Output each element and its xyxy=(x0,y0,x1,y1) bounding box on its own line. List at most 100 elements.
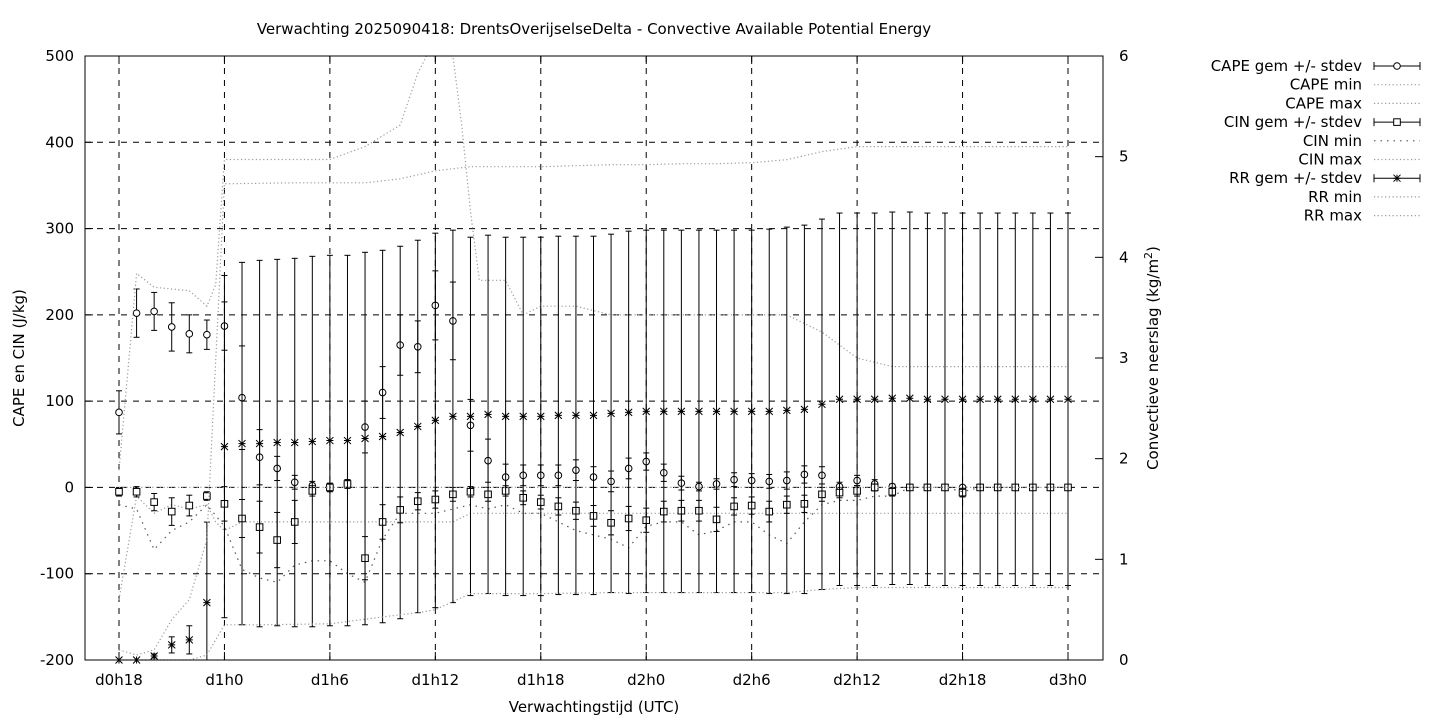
x-tick-label: d2h0 xyxy=(627,671,665,689)
y-tick-label: -100 xyxy=(40,565,74,583)
data-point xyxy=(1046,395,1055,404)
y-tick-label: 400 xyxy=(45,133,74,151)
data-point xyxy=(782,406,791,415)
data-point xyxy=(185,330,194,338)
data-point xyxy=(554,411,563,420)
data-point xyxy=(150,498,158,506)
y2-tick-label: 2 xyxy=(1119,450,1129,468)
x-axis-label: Verwachtingstijd (UTC) xyxy=(509,698,680,716)
legend-label: CIN gem +/- stdev xyxy=(1224,113,1362,131)
data-point xyxy=(238,439,246,448)
x-tick-label: d1h0 xyxy=(205,671,243,689)
data-point xyxy=(466,412,475,421)
data-point xyxy=(501,412,510,421)
data-point xyxy=(1028,395,1037,404)
y2-tick-label: 6 xyxy=(1119,47,1129,65)
legend-item-cape-gem-stdev: CAPE gem +/- stdev xyxy=(1211,57,1421,75)
legend-label: CIN max xyxy=(1298,151,1362,169)
data-point xyxy=(905,394,914,403)
y-tick-label: 200 xyxy=(45,306,74,324)
data-point xyxy=(150,307,158,316)
data-point xyxy=(958,395,967,404)
legend-label: CAPE gem +/- stdev xyxy=(1211,57,1362,75)
data-point xyxy=(835,395,844,404)
legend-item-cin-max: CIN max xyxy=(1298,151,1420,169)
legend-marker xyxy=(1393,174,1401,183)
data-point xyxy=(308,437,317,446)
x-tick-label: d2h6 xyxy=(733,671,771,689)
data-point xyxy=(589,411,598,420)
data-point xyxy=(115,487,123,496)
data-point xyxy=(888,394,897,403)
x-tick-label: d0h18 xyxy=(95,671,143,689)
legend-item-cape-min: CAPE min xyxy=(1290,76,1420,94)
x-tick-label: d1h18 xyxy=(517,671,565,689)
data-point xyxy=(167,507,176,516)
data-point xyxy=(115,408,123,417)
legend-item-cin-min: CIN min xyxy=(1303,132,1420,150)
data-point xyxy=(923,395,932,404)
data-point xyxy=(132,487,141,496)
data-point xyxy=(413,422,422,431)
y-axis-label: CAPE en CIN (J/kg) xyxy=(10,289,28,427)
data-point xyxy=(730,407,738,416)
x-tick-label: d1h12 xyxy=(411,671,459,689)
data-point xyxy=(150,652,159,660)
data-point xyxy=(976,395,984,404)
data-point xyxy=(378,432,387,441)
data-point xyxy=(747,407,756,416)
series-rr-min xyxy=(119,586,1068,661)
y2-axis-label-text: Convectieve neerslag (kg/m xyxy=(1144,259,1162,470)
data-point xyxy=(273,438,282,447)
legend-item-rr-min: RR min xyxy=(1308,188,1420,206)
y-tick-label: 300 xyxy=(45,220,74,238)
data-point xyxy=(343,436,352,445)
data-point xyxy=(1064,395,1072,404)
data-point xyxy=(1011,395,1020,404)
data-point xyxy=(642,407,651,416)
data-point xyxy=(167,323,176,331)
data-point xyxy=(396,428,405,437)
legend-item-rr-max: RR max xyxy=(1304,207,1420,225)
data-point xyxy=(203,598,211,607)
data-point xyxy=(220,442,229,451)
data-point xyxy=(993,395,1002,404)
data-point xyxy=(361,434,369,443)
y-tick-label: 0 xyxy=(64,478,74,496)
data-point xyxy=(185,501,194,510)
data-point xyxy=(519,412,528,421)
y-tick-label: 100 xyxy=(45,392,74,410)
data-point xyxy=(203,492,211,500)
y2-tick-label: 1 xyxy=(1119,550,1129,568)
legend-label: RR gem +/- stdev xyxy=(1229,169,1362,187)
data-point xyxy=(695,407,703,416)
data-point xyxy=(431,416,440,425)
data-point xyxy=(712,407,721,416)
legend-marker xyxy=(1393,118,1401,126)
y2-tick-label: 5 xyxy=(1119,148,1129,166)
data-point xyxy=(484,410,492,419)
data-point xyxy=(941,395,949,404)
data-point xyxy=(677,407,686,416)
data-point xyxy=(203,330,211,339)
x-tick-label: d1h6 xyxy=(311,671,349,689)
data-point xyxy=(255,439,264,448)
data-point xyxy=(818,400,826,409)
data-point xyxy=(449,412,457,421)
y2-axis-label-end: ) xyxy=(1144,246,1162,252)
legend-label: RR max xyxy=(1304,207,1362,225)
data-point xyxy=(800,405,809,414)
data-point xyxy=(607,409,615,418)
legend-label: CAPE min xyxy=(1290,76,1362,94)
y2-axis-label: Convectieve neerslag (kg/m2) xyxy=(1142,246,1162,470)
y2-tick-label: 3 xyxy=(1119,349,1129,367)
series-layer xyxy=(115,55,1072,664)
line-rr-min xyxy=(119,586,1068,661)
chart-title: Verwachting 2025090418: DrentsOverijsels… xyxy=(257,20,931,38)
data-point xyxy=(572,411,580,420)
legend-label: CIN min xyxy=(1303,132,1362,150)
series-rr-gem-stdev xyxy=(115,211,1072,664)
